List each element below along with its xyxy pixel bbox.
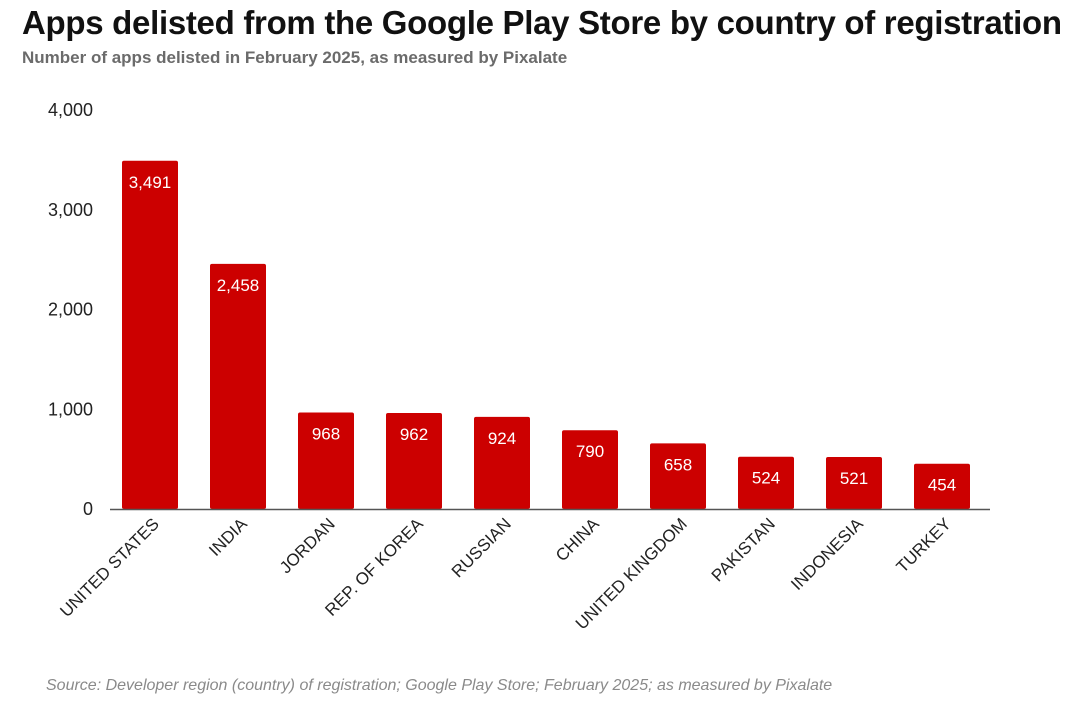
category-label: RUSSIAN	[448, 514, 515, 581]
data-label: 790	[576, 442, 604, 461]
data-label: 968	[312, 424, 340, 443]
bar	[826, 457, 882, 509]
bar	[122, 160, 178, 509]
chart-subtitle: Number of apps delisted in February 2025…	[22, 48, 568, 67]
bar	[914, 463, 970, 509]
y-tick-label: 1,000	[48, 399, 93, 419]
chart-title: Apps delisted from the Google Play Store…	[22, 4, 1062, 41]
bar	[562, 430, 618, 509]
data-label: 924	[488, 429, 516, 448]
data-label: 524	[752, 469, 780, 488]
category-label: INDIA	[205, 514, 251, 560]
category-label: CHINA	[552, 514, 603, 565]
category-label: REP. OF KOREA	[321, 514, 427, 620]
category-label: JORDAN	[276, 514, 339, 577]
bar	[474, 416, 530, 509]
data-label: 658	[664, 455, 692, 474]
bar	[210, 263, 266, 509]
bar	[650, 443, 706, 509]
y-tick-label: 2,000	[48, 300, 93, 320]
bar	[738, 456, 794, 509]
data-label: 454	[928, 476, 956, 495]
category-label: INDONESIA	[787, 514, 867, 594]
y-tick-label: 0	[83, 499, 93, 519]
bar	[298, 412, 354, 509]
bar	[386, 413, 442, 509]
category-label: PAKISTAN	[708, 514, 779, 585]
source-note: Source: Developer region (country) of re…	[46, 677, 833, 694]
y-tick-label: 3,000	[48, 200, 93, 220]
data-label: 2,458	[217, 276, 260, 295]
data-label: 962	[400, 425, 428, 444]
category-label: UNITED STATES	[56, 514, 162, 620]
y-tick-label: 4,000	[48, 100, 93, 120]
data-label: 521	[840, 469, 868, 488]
data-label: 3,491	[129, 173, 172, 192]
category-label: TURKEY	[893, 514, 955, 576]
